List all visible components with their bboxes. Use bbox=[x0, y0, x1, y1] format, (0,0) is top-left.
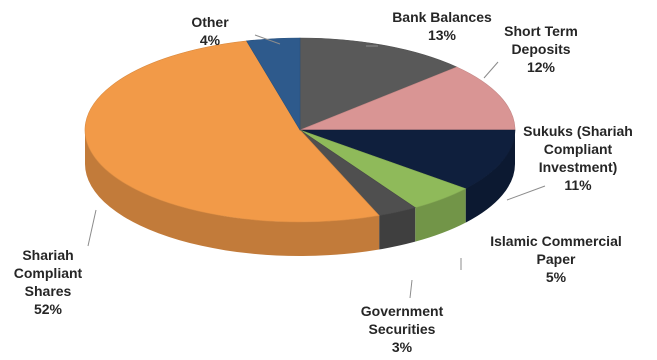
pie-slice-2 bbox=[299, 129, 516, 189]
slice-side-5 bbox=[85, 130, 380, 257]
label-leader-lines bbox=[87, 34, 546, 299]
slice-label-5: Shariah Compliant Shares 52% bbox=[14, 247, 83, 317]
slice-side-3 bbox=[415, 188, 466, 242]
pie-slice-0 bbox=[299, 37, 458, 131]
slice-name-label-5: Shariah bbox=[22, 247, 73, 263]
slice-labels: Bank Balances 13% Short Term Deposits 12% Suk… bbox=[14, 9, 633, 355]
leader-line-6 bbox=[254, 34, 281, 45]
slice-label-3: Islamic Commercial Paper 5% bbox=[490, 233, 622, 285]
pie-slice-6 bbox=[246, 37, 301, 132]
slice-name-label-5: Compliant bbox=[14, 265, 83, 281]
slice-side-4 bbox=[379, 207, 416, 250]
leader-line-4 bbox=[409, 279, 413, 299]
slice-name-label-1: Short Term bbox=[504, 23, 578, 39]
slice-name-label-3: Paper bbox=[537, 251, 576, 267]
slice-name-label-2: Sukuks (Shariah bbox=[523, 123, 633, 139]
slice-value-label-2: 11% bbox=[564, 177, 592, 193]
slice-label-4: Government Securities 3% bbox=[361, 303, 444, 355]
slice-value-label-3: 5% bbox=[546, 269, 567, 285]
leader-line-1 bbox=[483, 61, 499, 79]
pie-slice-5 bbox=[84, 40, 380, 223]
leader-line-2 bbox=[506, 185, 546, 201]
pie-3d-sides bbox=[85, 130, 515, 257]
slice-name-label-1: Deposits bbox=[511, 41, 570, 57]
slice-value-label-4: 3% bbox=[392, 339, 413, 355]
pie-slice-1 bbox=[299, 66, 516, 131]
slice-label-0: Bank Balances 13% bbox=[392, 9, 492, 43]
slice-label-1: Short Term Deposits 12% bbox=[504, 23, 578, 75]
slice-label-2: Sukuks (Shariah Compliant Investment) 11% bbox=[523, 123, 633, 193]
slice-name-label-0: Bank Balances bbox=[392, 9, 492, 25]
slice-name-label-6: Other bbox=[191, 14, 229, 30]
slice-name-label-2: Compliant bbox=[544, 141, 613, 157]
slice-value-label-1: 12% bbox=[527, 59, 556, 75]
slice-name-label-4: Securities bbox=[369, 321, 436, 337]
slice-value-label-0: 13% bbox=[428, 27, 457, 43]
slice-value-label-6: 4% bbox=[200, 32, 221, 48]
slice-name-label-5: Shares bbox=[25, 283, 72, 299]
slice-name-label-3: Islamic Commercial bbox=[490, 233, 622, 249]
slice-side-2 bbox=[465, 130, 515, 223]
leader-line-5 bbox=[87, 209, 97, 247]
slice-value-label-5: 52% bbox=[34, 301, 63, 317]
slice-name-label-2: Investment) bbox=[539, 159, 618, 175]
pie-slices bbox=[84, 37, 516, 223]
slice-name-label-4: Government bbox=[361, 303, 444, 319]
slice-label-6: Other 4% bbox=[191, 14, 229, 48]
